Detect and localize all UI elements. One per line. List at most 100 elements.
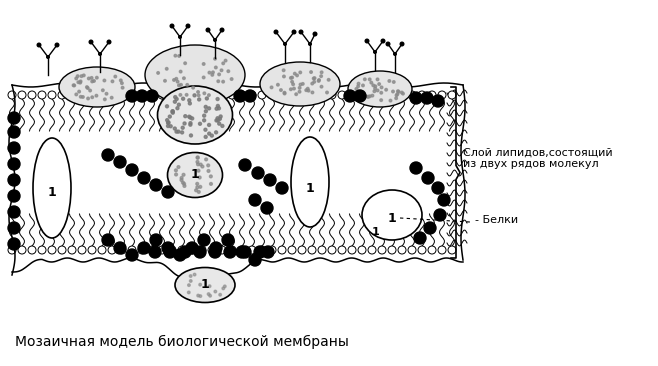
Circle shape <box>408 91 416 99</box>
Circle shape <box>88 77 90 80</box>
Circle shape <box>89 40 93 44</box>
Circle shape <box>313 81 316 83</box>
Circle shape <box>114 156 126 168</box>
Circle shape <box>120 79 122 82</box>
Circle shape <box>355 87 358 90</box>
Circle shape <box>283 75 286 78</box>
Circle shape <box>197 294 199 297</box>
Circle shape <box>203 63 205 65</box>
Circle shape <box>188 284 190 287</box>
Circle shape <box>205 158 207 161</box>
Text: 1: 1 <box>388 212 396 224</box>
Ellipse shape <box>168 153 222 198</box>
Circle shape <box>204 128 207 131</box>
Circle shape <box>388 91 396 99</box>
Circle shape <box>248 246 256 254</box>
Circle shape <box>176 107 179 110</box>
Circle shape <box>162 242 174 254</box>
Circle shape <box>176 81 179 83</box>
Circle shape <box>397 90 400 93</box>
Circle shape <box>252 167 264 179</box>
Circle shape <box>348 246 356 254</box>
Circle shape <box>177 130 180 133</box>
Circle shape <box>363 78 366 81</box>
Circle shape <box>421 92 433 104</box>
Circle shape <box>168 91 176 99</box>
Circle shape <box>181 126 184 129</box>
Circle shape <box>173 100 176 103</box>
Circle shape <box>8 174 20 186</box>
Circle shape <box>58 91 66 99</box>
Circle shape <box>136 90 148 102</box>
Circle shape <box>175 78 178 80</box>
Circle shape <box>208 91 216 99</box>
Circle shape <box>180 131 184 134</box>
Circle shape <box>166 122 170 124</box>
Circle shape <box>18 91 26 99</box>
Circle shape <box>126 164 138 176</box>
Circle shape <box>328 246 336 254</box>
Circle shape <box>91 80 93 83</box>
Circle shape <box>224 285 226 288</box>
Circle shape <box>434 209 446 221</box>
Circle shape <box>212 71 215 74</box>
Circle shape <box>313 32 316 36</box>
Circle shape <box>180 70 182 73</box>
Circle shape <box>178 55 180 57</box>
Circle shape <box>198 234 210 246</box>
Circle shape <box>182 97 185 100</box>
Circle shape <box>238 246 246 254</box>
Circle shape <box>82 74 85 77</box>
Circle shape <box>392 90 394 93</box>
Circle shape <box>196 156 199 159</box>
Circle shape <box>418 91 426 99</box>
Circle shape <box>86 87 89 89</box>
Circle shape <box>186 24 190 28</box>
Circle shape <box>73 84 76 87</box>
Circle shape <box>182 181 184 184</box>
Text: 1: 1 <box>305 182 315 194</box>
Circle shape <box>438 246 446 254</box>
Circle shape <box>222 62 224 65</box>
Circle shape <box>118 246 126 254</box>
Circle shape <box>218 117 221 120</box>
Circle shape <box>193 273 196 276</box>
Circle shape <box>222 287 224 290</box>
Circle shape <box>207 169 210 172</box>
Circle shape <box>320 85 323 88</box>
Circle shape <box>290 88 292 90</box>
Circle shape <box>210 242 222 254</box>
Circle shape <box>78 90 80 93</box>
Circle shape <box>284 43 286 45</box>
Circle shape <box>293 87 295 90</box>
Circle shape <box>282 69 285 72</box>
Circle shape <box>195 189 197 192</box>
Circle shape <box>103 79 106 82</box>
Circle shape <box>264 174 276 186</box>
Circle shape <box>184 62 186 64</box>
Circle shape <box>87 97 89 100</box>
Circle shape <box>196 186 199 189</box>
Circle shape <box>298 91 306 99</box>
Circle shape <box>208 71 211 74</box>
Circle shape <box>224 59 227 62</box>
Circle shape <box>209 285 211 287</box>
Circle shape <box>99 53 101 55</box>
Circle shape <box>172 79 175 81</box>
Circle shape <box>365 95 367 98</box>
Circle shape <box>227 70 230 72</box>
Circle shape <box>168 115 171 118</box>
Circle shape <box>401 92 404 95</box>
Circle shape <box>220 28 224 32</box>
Circle shape <box>107 40 111 44</box>
Circle shape <box>380 86 383 89</box>
Circle shape <box>167 121 170 124</box>
Circle shape <box>320 75 322 78</box>
Circle shape <box>198 176 201 179</box>
Circle shape <box>362 84 365 87</box>
Circle shape <box>164 79 166 82</box>
Ellipse shape <box>348 71 412 107</box>
Circle shape <box>178 103 180 106</box>
Circle shape <box>214 290 216 293</box>
Circle shape <box>395 97 397 100</box>
